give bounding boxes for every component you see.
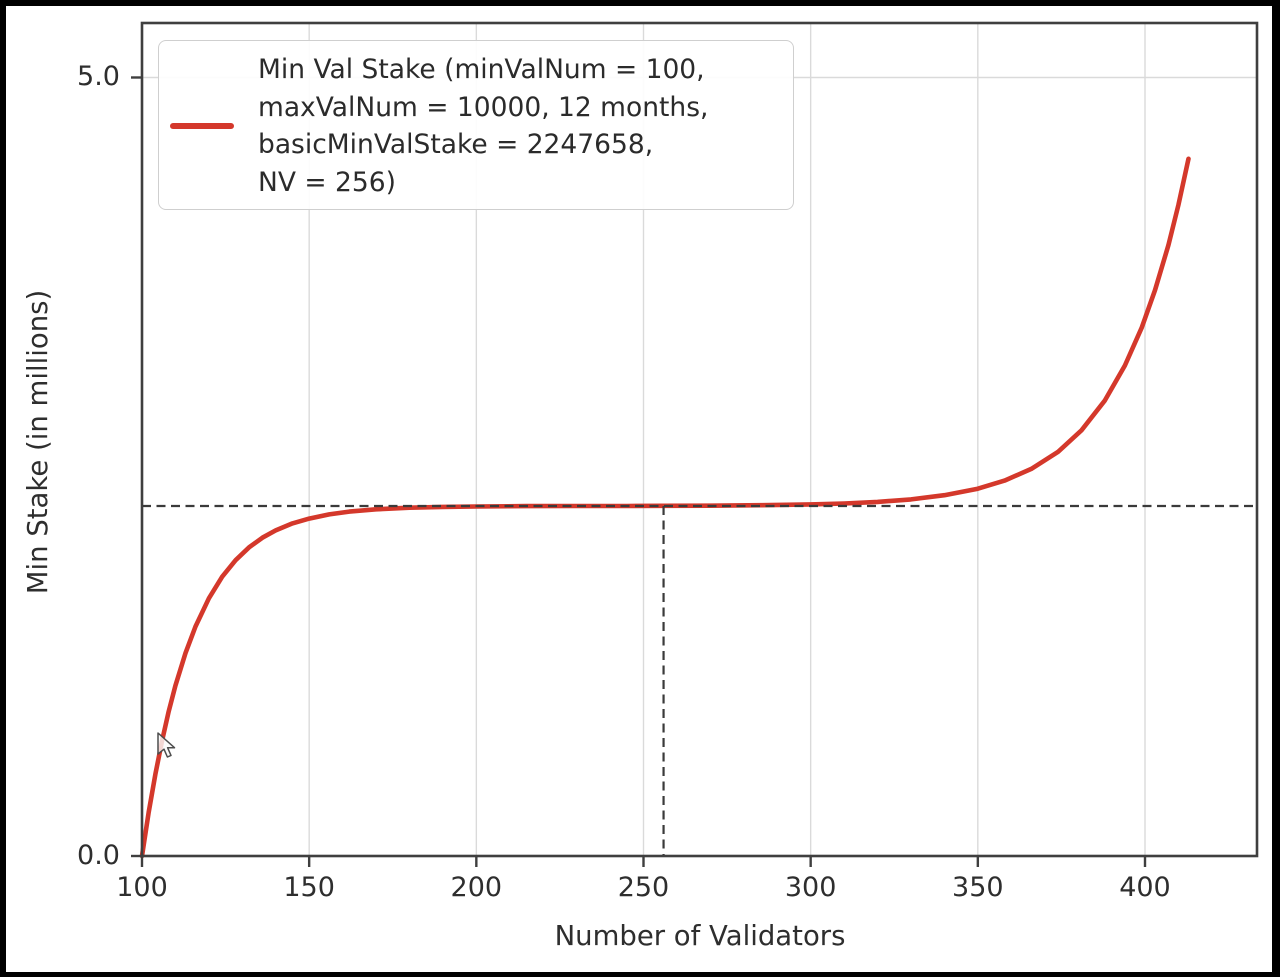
plot-border (140, 21, 1259, 858)
legend-line-swatch (170, 123, 234, 129)
legend-label-line-1: Min Val Stake (minValNum = 100, (258, 54, 705, 85)
x-tick-label-400: 400 (1119, 872, 1171, 903)
y-tick-label-5.0: 5.0 (77, 61, 120, 93)
x-tick-label-100: 100 (116, 872, 168, 903)
x-tick-label-350: 350 (952, 872, 1004, 903)
legend-label-line-4: NV = 256) (258, 166, 396, 198)
x-tick-label-200: 200 (450, 872, 503, 903)
min-val-stake-curve (139, 156, 1191, 859)
mouse-cursor (157, 732, 176, 758)
x-tick-label-250: 250 (617, 872, 670, 903)
y-axis-label: Min Stake (in millions) (22, 289, 54, 595)
y-tick-label-0.0: 0.0 (77, 840, 120, 871)
legend-label-line-2: maxValNum = 10000, 12 months, (258, 91, 709, 123)
reference-dashed-lines (142, 504, 1257, 856)
axes-spines (140, 21, 1259, 858)
legend-label-line-3: basicMinValStake = 2247658, (258, 129, 654, 161)
x-tick-label-300: 300 (784, 872, 837, 903)
legend: Min Val Stake (minValNum = 100, maxValNu… (158, 40, 794, 210)
x-tick-label-150: 150 (283, 872, 335, 903)
x-axis-label: Number of Validators (554, 920, 846, 952)
axis-tick-marks (131, 76, 1147, 867)
